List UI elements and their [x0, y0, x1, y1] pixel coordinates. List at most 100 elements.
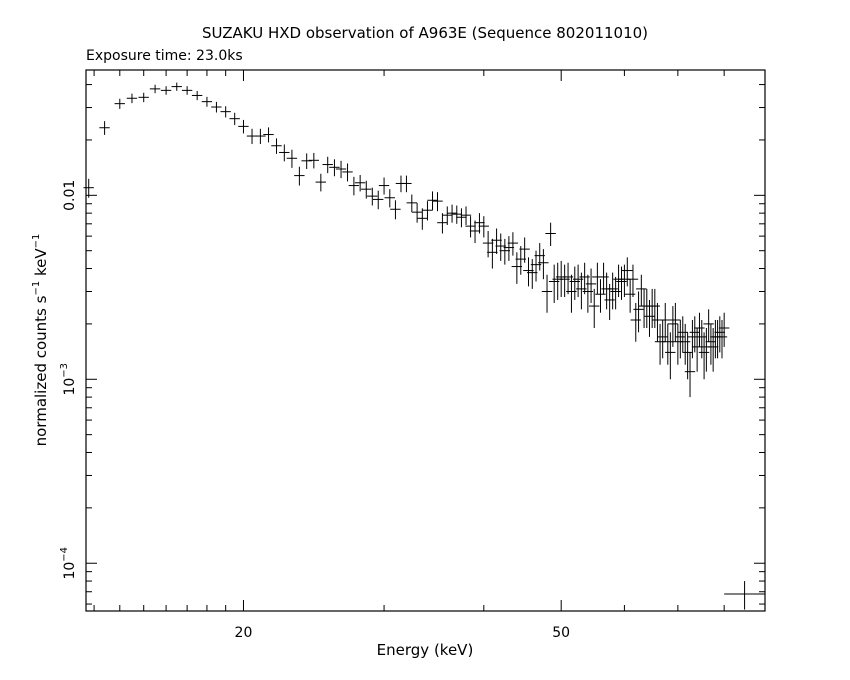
data-point	[716, 320, 728, 359]
data-point	[660, 302, 671, 342]
data-point	[181, 86, 193, 95]
data-point	[710, 320, 721, 359]
data-point	[478, 216, 489, 238]
y-tick-label-1e-3: 10−3	[59, 363, 78, 396]
data-point	[126, 93, 138, 104]
data-point	[712, 320, 723, 359]
data-point	[491, 228, 502, 254]
data-point	[367, 187, 378, 206]
chart-title: SUZAKU HXD observation of A963E (Sequenc…	[202, 24, 648, 42]
data-point	[469, 220, 481, 244]
data-point	[607, 272, 618, 310]
data-points	[83, 82, 730, 398]
data-point	[657, 320, 668, 359]
data-point	[229, 112, 240, 126]
data-point	[705, 323, 717, 365]
data-point	[662, 323, 673, 365]
data-point	[465, 216, 476, 238]
data-point	[451, 205, 462, 224]
data-point	[701, 327, 712, 372]
data-point	[519, 237, 530, 263]
data-point	[83, 178, 94, 198]
data-point	[588, 288, 600, 328]
data-point	[654, 323, 666, 365]
data-point	[378, 177, 390, 195]
data-point	[401, 175, 412, 193]
data-point	[271, 138, 282, 154]
data-point	[255, 128, 266, 145]
data-point	[99, 121, 110, 135]
data-point	[411, 202, 423, 223]
data-point	[633, 291, 644, 333]
data-point	[456, 208, 467, 228]
data-point	[667, 306, 679, 347]
data-point	[718, 312, 730, 347]
data-point	[627, 264, 639, 298]
data-point	[495, 233, 506, 261]
data-point	[322, 156, 333, 174]
data-point	[684, 352, 696, 398]
data-point	[138, 92, 149, 103]
data-point	[649, 288, 660, 328]
chart-subtitle: Exposure time: 23.0ks	[86, 48, 243, 64]
data-point	[665, 332, 676, 380]
data-point	[585, 268, 597, 303]
data-point	[342, 163, 353, 182]
x-tick-labels: 20 50	[235, 625, 571, 641]
data-point	[601, 272, 612, 310]
data-point	[644, 299, 655, 337]
data-point	[238, 119, 249, 134]
data-point	[487, 238, 498, 269]
data-point	[201, 96, 213, 107]
data-point	[682, 332, 693, 380]
data-point	[482, 230, 494, 258]
y-tick-labels: 0.01 10−3 10−4	[59, 180, 78, 580]
plot-frame	[85, 69, 766, 612]
data-point	[460, 206, 472, 225]
data-point	[114, 98, 125, 109]
data-point	[329, 159, 340, 177]
data-point	[707, 327, 719, 372]
data-point	[613, 264, 624, 298]
data-point	[211, 101, 222, 113]
data-point	[220, 106, 231, 118]
data-point	[703, 309, 714, 342]
data-point	[390, 200, 401, 220]
data-point	[372, 190, 384, 210]
data-point	[149, 84, 161, 94]
data-point	[646, 288, 658, 328]
x-tick-label-50: 50	[552, 625, 570, 641]
data-point	[474, 213, 485, 234]
data-point	[652, 302, 663, 342]
data-point	[279, 144, 290, 162]
data-point	[672, 323, 684, 365]
data-point	[541, 274, 553, 313]
data-point	[442, 206, 453, 225]
data-point	[675, 320, 686, 359]
data-point	[335, 160, 347, 179]
y-axis-ticks	[86, 84, 765, 605]
data-point	[670, 302, 681, 342]
x-axis-label: Energy (keV)	[377, 641, 474, 659]
data-point	[384, 189, 395, 208]
data-point	[691, 327, 703, 372]
data-point	[698, 332, 710, 380]
data-point	[595, 279, 606, 313]
legend-marker	[724, 581, 765, 610]
data-point	[689, 316, 700, 353]
data-point	[714, 316, 725, 353]
y-tick-label-1e-4: 10−4	[59, 547, 78, 580]
data-point	[622, 257, 633, 287]
data-point	[191, 91, 203, 101]
y-axis-label: normalized counts s−1 keV−1	[31, 234, 50, 447]
data-point	[619, 264, 630, 298]
data-point	[171, 82, 182, 91]
data-point	[503, 236, 515, 261]
data-point	[538, 249, 549, 280]
data-point	[545, 222, 556, 247]
x-tick-label-20: 20	[235, 625, 253, 641]
data-point	[361, 180, 372, 199]
data-point	[308, 152, 319, 169]
data-point	[263, 127, 274, 143]
